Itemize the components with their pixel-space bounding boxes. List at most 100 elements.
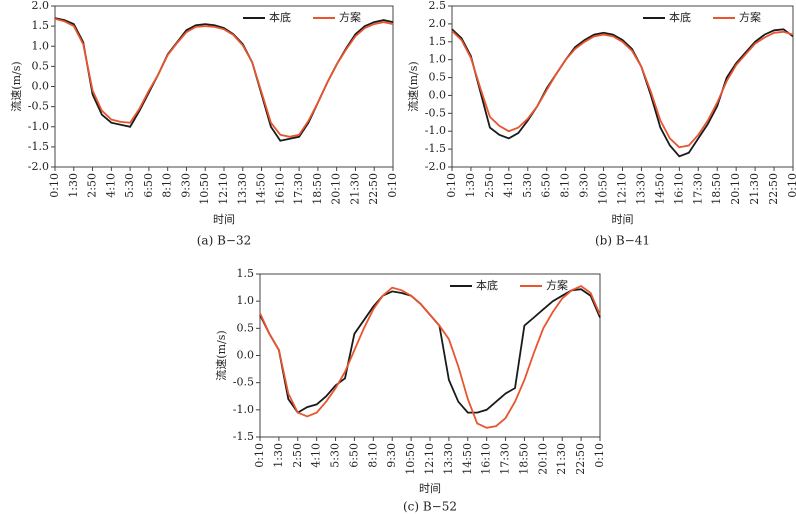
x-tick-label: 21:30 [348, 173, 361, 205]
x-tick-label: 22:50 [574, 443, 587, 475]
x-tick-label: 2:50 [483, 173, 496, 198]
caption: (c) B−52 [403, 500, 457, 514]
data-line [54, 18, 394, 138]
x-tick-label: 5:30 [123, 173, 136, 198]
x-axis-title: 时间 [612, 213, 634, 226]
y-tick-label: 1.0 [429, 53, 447, 66]
x-tick-label: 13:30 [634, 173, 647, 205]
x-tick-label: 13:30 [442, 443, 455, 475]
x-tick-label: 8:10 [559, 173, 572, 198]
y-tick-label: -1.5 [425, 142, 446, 155]
y-tick-label: -1.5 [28, 140, 49, 153]
x-tick-label: 0:10 [593, 443, 606, 468]
x-tick-label: 16:10 [273, 173, 286, 205]
caption: (b) B−41 [595, 234, 650, 248]
x-tick-label: 9:30 [179, 173, 192, 198]
x-tick-label: 10:50 [198, 173, 211, 205]
y-tick-label: 2.5 [429, 0, 447, 12]
y-axis-title: 流速(m/s) [9, 61, 23, 111]
y-tick-label: 0.5 [237, 321, 255, 334]
x-tick-label: 6:50 [540, 173, 553, 198]
x-tick-label: 20:10 [729, 173, 742, 205]
x-tick-label: 14:50 [461, 443, 474, 475]
x-tick-label: 9:30 [578, 173, 591, 198]
x-tick-label: 5:30 [329, 443, 342, 468]
y-tick-label: -1.0 [233, 403, 254, 416]
y-tick-label: 0.0 [237, 349, 255, 362]
data-line [451, 28, 794, 158]
x-tick-label: 8:10 [161, 173, 174, 198]
x-tick-label: 22:50 [767, 173, 780, 205]
y-tick-label: -0.5 [28, 100, 49, 113]
data-line [54, 17, 394, 142]
x-tick-label: 22:50 [367, 173, 380, 205]
x-tick-label: 4:10 [310, 443, 323, 468]
y-tick-label: 1.5 [429, 35, 447, 48]
x-tick-label: 0:10 [786, 173, 796, 198]
y-tick-label: 0.0 [32, 80, 50, 93]
x-tick-label: 18:50 [311, 173, 324, 205]
x-tick-label: 6:50 [347, 443, 360, 468]
x-tick-label: 2:50 [291, 443, 304, 468]
y-tick-label: 0.5 [32, 59, 50, 72]
x-tick-label: 17:30 [691, 173, 704, 205]
x-tick-label: 14:50 [255, 173, 268, 205]
y-tick-label: -0.5 [425, 106, 446, 119]
x-tick-label: 1:30 [464, 173, 477, 198]
x-tick-label: 14:50 [653, 173, 666, 205]
y-tick-label: 2.0 [32, 0, 50, 12]
y-tick-label: 1.5 [237, 267, 255, 280]
y-tick-label: 1.0 [32, 39, 50, 52]
x-tick-label: 17:30 [499, 443, 512, 475]
x-tick-label: 0:10 [253, 443, 266, 468]
x-tick-label: 20:10 [536, 443, 549, 475]
data-line [451, 30, 794, 149]
x-tick-label: 9:30 [385, 443, 398, 468]
legend-label: 方案 [339, 10, 361, 24]
x-tick-label: 0:10 [445, 173, 458, 198]
caption: (a) B−32 [197, 234, 251, 248]
x-tick-label: 1:30 [67, 173, 80, 198]
x-tick-label: 12:10 [217, 173, 230, 205]
y-tick-label: -1.0 [28, 120, 49, 133]
y-tick-label: -2.0 [425, 160, 446, 173]
legend-label: 本底 [476, 278, 498, 292]
y-axis-title: 流速(m/s) [214, 330, 228, 380]
x-tick-label: 12:10 [616, 173, 629, 205]
x-axis-title: 时间 [419, 482, 441, 495]
x-tick-label: 21:30 [748, 173, 761, 205]
data-line [259, 284, 601, 429]
legend-label: 本底 [269, 10, 291, 24]
y-tick-label: 2.0 [429, 17, 447, 30]
legend-label: 本底 [669, 10, 691, 24]
legend-label: 方案 [546, 278, 568, 292]
y-tick-label: 0.0 [429, 88, 447, 101]
plot-frame [451, 5, 794, 168]
x-axis-title: 时间 [213, 213, 235, 226]
x-tick-label: 21:30 [555, 443, 568, 475]
x-tick-label: 10:50 [404, 443, 417, 475]
x-tick-label: 18:50 [710, 173, 723, 205]
x-tick-label: 10:50 [597, 173, 610, 205]
x-tick-label: 18:50 [517, 443, 530, 475]
x-tick-label: 16:10 [672, 173, 685, 205]
y-tick-label: 1.0 [237, 294, 255, 307]
x-tick-label: 0:10 [386, 173, 399, 198]
x-tick-label: 20:10 [330, 173, 343, 205]
plot-frame [259, 273, 601, 438]
x-tick-label: 13:30 [236, 173, 249, 205]
y-tick-label: 0.5 [429, 71, 447, 84]
x-tick-label: 16:10 [480, 443, 493, 475]
data-line [259, 288, 601, 414]
x-tick-label: 5:30 [521, 173, 534, 198]
x-tick-label: 1:30 [272, 443, 285, 468]
x-tick-label: 12:10 [423, 443, 436, 475]
y-tick-label: -0.5 [233, 376, 254, 389]
x-tick-label: 0:10 [48, 173, 61, 198]
x-tick-label: 4:10 [104, 173, 117, 198]
y-tick-label: -1.0 [425, 124, 446, 137]
legend-label: 方案 [739, 10, 761, 24]
y-tick-label: -2.0 [28, 160, 49, 173]
x-tick-label: 17:30 [292, 173, 305, 205]
